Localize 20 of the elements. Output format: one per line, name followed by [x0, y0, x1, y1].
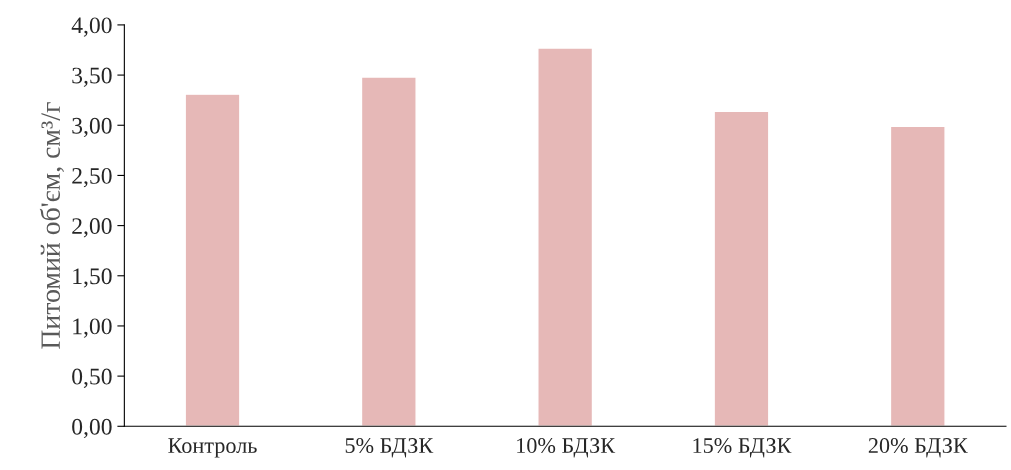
bar: [184, 93, 241, 427]
y-tick-label: 4,00: [71, 17, 112, 37]
y-tick-label: 1,50: [73, 268, 112, 288]
y-tick-label: 3,50: [72, 67, 112, 87]
x-tick-label: 20% БДЗК: [868, 438, 968, 458]
y-tick-label: 0,00: [72, 418, 112, 439]
y-tick-label: 3,00: [72, 117, 112, 138]
y-tick-label: 2,50: [72, 167, 112, 188]
x-tick-label: 5% БДЗК: [345, 438, 434, 458]
y-axis-title: Питомий об'єм, см³/г: [39, 102, 65, 349]
x-tick-label: Контроль: [168, 438, 257, 458]
x-tick-label: 15% БДЗК: [693, 438, 792, 458]
y-tick-label: 1,00: [73, 318, 112, 338]
y-tick-label: 2,00: [72, 218, 112, 238]
bar: [713, 110, 770, 427]
bar: [537, 47, 594, 427]
y-tick-label: 0,50: [72, 368, 112, 388]
bar: [889, 125, 946, 427]
x-tick-label: 10% БДЗК: [517, 438, 616, 458]
bar: [360, 76, 417, 427]
